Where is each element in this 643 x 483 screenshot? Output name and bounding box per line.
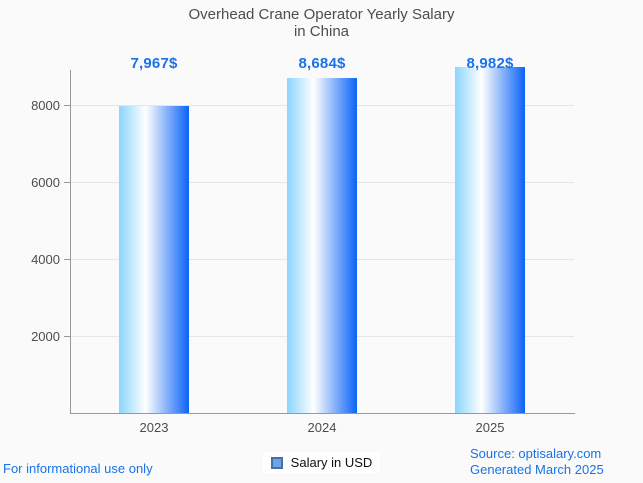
y-axis-line <box>70 70 71 413</box>
legend-swatch-icon <box>270 456 283 469</box>
bar <box>455 67 525 413</box>
y-axis-label: 6000 <box>31 175 60 190</box>
legend-entry: Salary in USD <box>262 452 381 473</box>
disclaimer-text: For informational use only <box>3 461 153 476</box>
chart-title-line1: Overhead Crane Operator Yearly Salary <box>188 6 455 23</box>
bar-value-label: 7,967$ <box>130 55 178 72</box>
chart-title-line2: in China <box>293 23 350 40</box>
source-attribution: Source: optisalary.com Generated March 2… <box>470 446 604 478</box>
y-axis-label: 4000 <box>31 252 60 267</box>
y-axis-tick <box>64 182 70 183</box>
y-axis-tick <box>64 336 70 337</box>
x-axis-label: 2025 <box>475 420 505 435</box>
legend-label: Salary in USD <box>290 455 373 470</box>
bar <box>287 78 357 413</box>
x-axis-line <box>70 413 575 414</box>
x-axis-label: 2024 <box>307 420 337 435</box>
bar-value-label: 8,684$ <box>298 55 346 72</box>
y-axis-tick <box>64 105 70 106</box>
chart-title: Overhead Crane Operator Yearly Salary in… <box>0 6 643 40</box>
x-axis-label: 2023 <box>139 420 169 435</box>
source-line: Source: optisalary.com <box>470 446 602 461</box>
legend: Salary in USD <box>0 452 643 473</box>
generated-date-line: Generated March 2025 <box>470 462 604 477</box>
y-axis-tick <box>64 259 70 260</box>
y-axis-label: 2000 <box>31 329 60 344</box>
y-axis-label: 8000 <box>31 98 60 113</box>
bar <box>119 106 189 413</box>
bar-value-label: 8,982$ <box>466 55 514 72</box>
